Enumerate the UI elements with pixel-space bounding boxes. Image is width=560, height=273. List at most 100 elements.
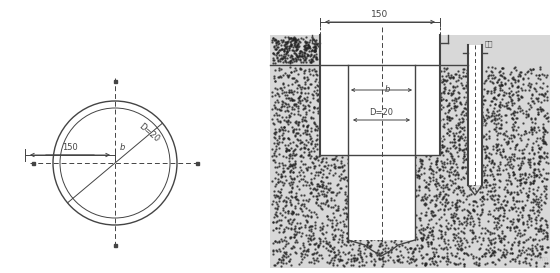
Point	[510, 226, 519, 230]
Point	[390, 237, 399, 242]
Point	[332, 104, 341, 108]
Point	[334, 143, 343, 148]
Point	[533, 173, 542, 178]
Point	[380, 183, 389, 188]
Point	[402, 146, 411, 150]
Point	[403, 161, 412, 165]
Point	[543, 111, 552, 115]
Point	[292, 86, 301, 90]
Point	[316, 125, 325, 129]
Point	[459, 117, 468, 121]
Point	[403, 205, 412, 209]
Point	[277, 87, 286, 92]
Point	[361, 193, 370, 197]
Point	[431, 247, 440, 251]
Point	[332, 109, 340, 114]
Point	[379, 211, 388, 216]
Point	[524, 214, 533, 219]
Point	[335, 78, 344, 83]
Point	[528, 205, 537, 210]
Point	[311, 49, 320, 54]
Point	[312, 155, 321, 159]
Point	[543, 231, 552, 235]
Point	[374, 188, 383, 192]
Point	[386, 164, 395, 168]
Point	[425, 156, 434, 161]
Point	[278, 99, 287, 103]
Point	[337, 116, 346, 121]
Point	[398, 228, 407, 233]
Point	[437, 150, 446, 154]
Point	[319, 180, 328, 184]
Point	[414, 173, 423, 177]
Point	[418, 255, 427, 259]
Point	[506, 136, 515, 140]
Point	[371, 76, 380, 81]
Point	[275, 94, 284, 98]
Point	[335, 253, 344, 258]
Point	[313, 245, 322, 249]
Point	[407, 216, 416, 221]
Point	[312, 137, 321, 141]
Point	[404, 181, 413, 185]
Point	[298, 241, 307, 245]
Point	[451, 262, 460, 266]
Point	[510, 202, 519, 206]
Point	[422, 225, 431, 229]
Point	[429, 251, 438, 256]
Point	[365, 161, 374, 166]
Point	[289, 235, 298, 239]
Point	[328, 263, 337, 268]
Point	[540, 184, 549, 188]
Point	[451, 108, 460, 112]
Point	[323, 204, 332, 208]
Point	[330, 103, 339, 107]
Point	[304, 69, 313, 73]
Point	[433, 80, 442, 84]
Point	[344, 105, 353, 109]
Point	[401, 149, 410, 153]
Point	[506, 81, 515, 85]
Point	[314, 163, 323, 167]
Point	[476, 161, 485, 165]
Point	[441, 259, 450, 264]
Point	[301, 45, 310, 49]
Point	[381, 240, 390, 244]
Point	[502, 103, 511, 108]
Point	[309, 55, 318, 60]
Point	[272, 202, 281, 206]
Point	[296, 67, 305, 71]
Point	[278, 261, 287, 265]
Point	[493, 200, 502, 204]
Point	[366, 259, 375, 263]
Point	[468, 254, 477, 258]
Point	[533, 97, 542, 101]
Point	[477, 225, 486, 230]
Point	[338, 155, 347, 159]
Point	[390, 124, 399, 128]
Point	[480, 150, 489, 154]
Point	[528, 181, 537, 186]
Point	[364, 82, 373, 87]
Point	[410, 99, 419, 103]
Point	[463, 168, 472, 173]
Point	[284, 115, 293, 119]
Point	[393, 254, 402, 258]
Point	[289, 48, 298, 52]
Point	[428, 93, 437, 98]
Point	[512, 189, 521, 194]
Point	[514, 85, 523, 89]
Point	[396, 136, 405, 140]
Point	[278, 165, 287, 170]
Point	[288, 92, 297, 97]
Point	[325, 146, 334, 150]
Point	[408, 217, 417, 221]
Point	[343, 75, 352, 80]
Point	[339, 129, 348, 133]
Point	[270, 149, 279, 153]
Point	[353, 68, 362, 72]
Point	[465, 222, 474, 226]
Point	[363, 67, 372, 72]
Point	[296, 133, 305, 138]
Point	[491, 101, 500, 106]
